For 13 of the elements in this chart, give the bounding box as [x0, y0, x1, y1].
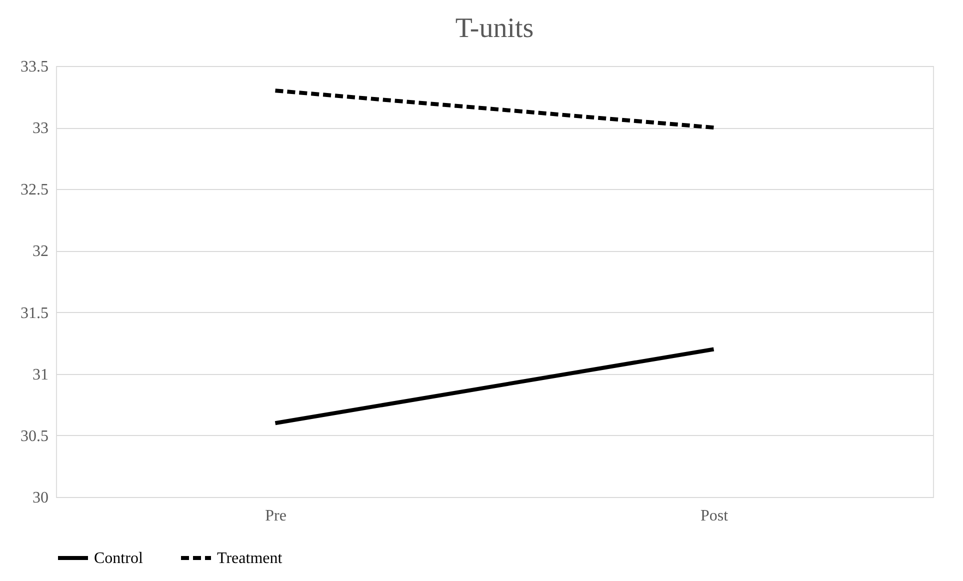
legend-label: Treatment	[217, 550, 283, 567]
x-tick-label: Pre	[265, 508, 286, 524]
x-tick-label: Post	[700, 508, 729, 524]
y-tick-label: 31.5	[20, 304, 48, 322]
y-tick-label: 33	[32, 120, 48, 138]
legend-label: Control	[94, 550, 144, 567]
chart-title: T-units	[455, 13, 534, 44]
y-tick-label: 30.5	[20, 428, 48, 445]
y-tick-label: 32.5	[20, 182, 48, 199]
y-tick-label: 31	[32, 366, 48, 384]
y-tick-label: 33.5	[20, 58, 48, 76]
y-tick-label: 32	[32, 243, 48, 260]
y-tick-label: 30	[32, 490, 48, 506]
